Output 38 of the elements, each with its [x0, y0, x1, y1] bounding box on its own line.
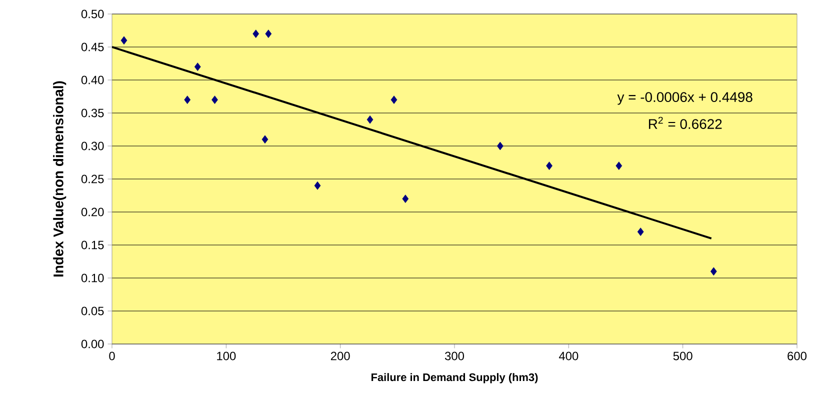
y-tick-label: 0.10 — [81, 274, 104, 282]
y-tick-label: 0.35 — [81, 108, 104, 118]
point — [546, 162, 552, 170]
x-tick-label: 600 — [788, 352, 807, 360]
point — [637, 228, 644, 236]
point — [265, 30, 272, 38]
x-tick-label: 400 — [558, 352, 578, 360]
y-axis-title: Index Value(non dimensional) — [53, 81, 66, 276]
point — [212, 96, 218, 104]
point — [616, 162, 622, 170]
annotation: R$^{2}$ = 0.6622 — [648, 116, 722, 129]
point — [194, 62, 201, 71]
x-tick-label: 200 — [330, 352, 350, 360]
y-tick-label: 0.00 — [81, 340, 104, 348]
y-tick-label: 0.05 — [81, 306, 104, 316]
x-axis-title: Failure in Demand Supply (hm3) — [372, 373, 538, 384]
point — [390, 96, 398, 104]
y-tick-label: 0.25 — [81, 174, 104, 184]
x-tick-label: 100 — [217, 352, 236, 360]
x-tick-label: 0 — [109, 352, 115, 360]
y-tick-label: 0.40 — [81, 76, 104, 84]
point — [366, 115, 374, 124]
point — [262, 135, 268, 144]
point — [120, 36, 128, 45]
x-tick-label: 300 — [444, 352, 464, 360]
y-tick-label: 0.45 — [81, 42, 104, 52]
point — [496, 142, 504, 150]
point — [252, 30, 260, 38]
y-tick-label: 0.15 — [81, 240, 104, 250]
y-tick-label: 0.20 — [81, 208, 104, 216]
y-tick-label: 0.50 — [81, 10, 104, 18]
point — [184, 96, 191, 104]
point — [710, 267, 717, 276]
point — [402, 194, 409, 203]
annotation: y = -0.0006x + 0.4498 — [617, 92, 752, 105]
y-tick-label: 0.30 — [81, 142, 104, 150]
x-tick-label: 500 — [673, 352, 692, 360]
point — [314, 181, 321, 190]
